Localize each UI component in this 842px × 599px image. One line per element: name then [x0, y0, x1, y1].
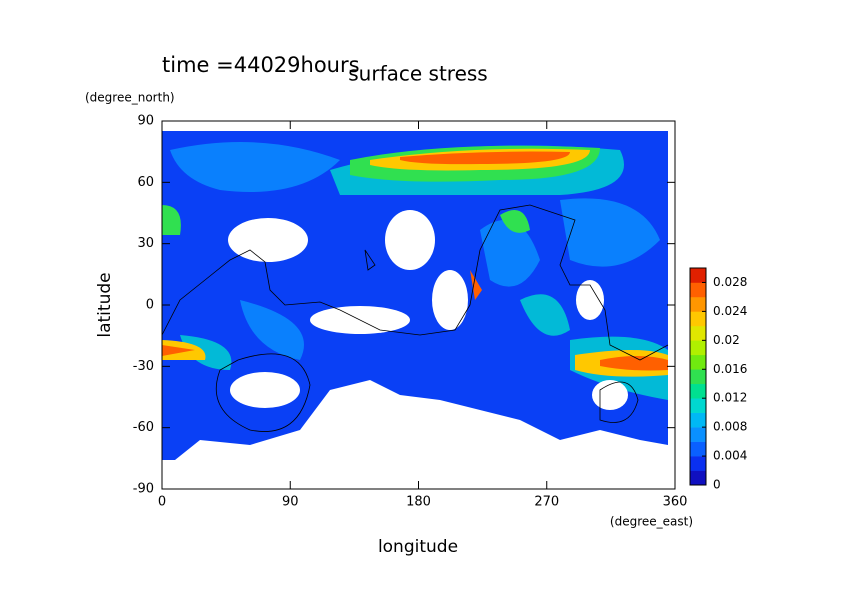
y-tick-label: 0	[146, 298, 154, 313]
colorbar-swatch	[690, 282, 706, 298]
subtitle: time =44029hours	[162, 53, 360, 77]
colorbar-tick-label: 0.008	[713, 420, 747, 434]
x-unit: (degree_east)	[610, 515, 693, 529]
y-tick-label: 90	[137, 114, 154, 129]
colorbar-frame	[689, 267, 707, 486]
colorbar-tick-label: 0.016	[713, 362, 747, 376]
colorbar-swatch	[690, 296, 706, 312]
colorbar-tick-label: 0.024	[713, 304, 747, 318]
y-unit: (degree_north)	[85, 91, 175, 105]
colorbar-swatch	[690, 354, 706, 370]
colorbar-swatch	[690, 383, 706, 399]
y-tick-label: 60	[137, 175, 154, 190]
contour-fill	[170, 142, 660, 360]
colorbar-swatch	[690, 340, 706, 356]
colorbar-swatch	[690, 427, 706, 442]
contour-hole	[576, 280, 604, 320]
colorbar-swatch	[690, 268, 706, 283]
coastline	[162, 204, 669, 432]
x-axis-label: longitude	[378, 537, 458, 557]
colorbar-tick-label: 0.004	[713, 449, 747, 463]
y-axis-label: latitude	[95, 272, 115, 337]
y-tick-label: 30	[137, 236, 154, 251]
contour-hole	[230, 372, 300, 408]
colorbar-tick-label: 0.028	[713, 275, 747, 289]
colorbar-swatch	[690, 441, 706, 457]
contour-fill	[162, 148, 668, 377]
x-tick-label: 0	[158, 495, 166, 510]
colorbar-tick-label: 0.012	[713, 391, 747, 405]
colorbar-swatch	[690, 456, 706, 471]
colorbar-swatch	[690, 325, 706, 341]
colorbar-swatch	[690, 398, 706, 413]
contour-hole	[432, 270, 468, 330]
contour-field	[162, 131, 669, 460]
x-tick-label: 360	[663, 495, 688, 510]
contour-hole	[592, 380, 628, 410]
y-tick-label: -90	[133, 482, 154, 497]
x-tick-label: 270	[534, 495, 559, 510]
colorbar-swatch	[690, 369, 706, 385]
x-tick-label: 90	[282, 495, 299, 510]
colorbar-tick-label: 0	[713, 478, 721, 492]
contour-hole	[385, 210, 435, 270]
colorbar-tick-label: 0.02	[713, 333, 740, 347]
y-tick-label: -30	[133, 359, 154, 374]
colorbar-swatch	[690, 470, 706, 486]
colorbar-swatch	[690, 311, 706, 327]
x-tick-label: 180	[406, 495, 431, 510]
chart-title: surface stress	[348, 62, 487, 86]
y-tick-label: -60	[133, 420, 154, 435]
axes: 0 90 180 270 360 -90 -60 -30 0 30 60 90	[133, 114, 688, 510]
colorbar-swatch	[690, 412, 706, 428]
